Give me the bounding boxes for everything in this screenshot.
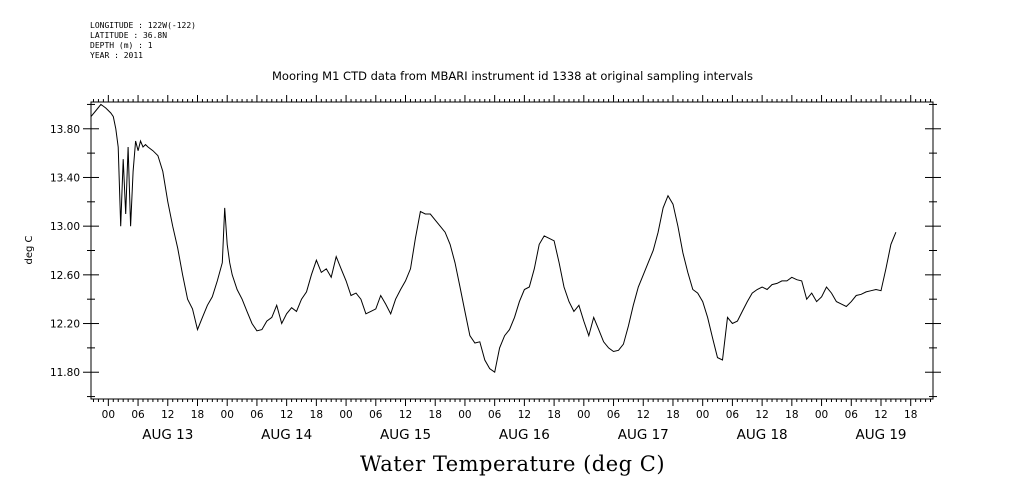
y-tick-label: 12.60	[50, 270, 80, 282]
x-tick-label: 06	[488, 409, 502, 421]
y-tick-label: 13.40	[50, 172, 80, 184]
x-tick-label: 12	[637, 409, 650, 421]
x-axis: 00 06 12 18 00 06 12 18 00 06 12 18 00 06 12 18 00 06 12 18…	[92, 95, 932, 443]
x-tick-label: 12	[755, 409, 768, 421]
x-tick-label: 06	[250, 409, 264, 421]
x-tick-label: 06	[131, 409, 145, 421]
y-tick-label: 12.20	[50, 319, 80, 331]
depth-text: DEPTH (m) : 1	[90, 41, 153, 50]
x-tick-label: 00	[339, 409, 352, 421]
x-tick-label: 18	[191, 409, 204, 421]
x-tick-label: 06	[845, 409, 859, 421]
x-tick-label: 00	[102, 409, 115, 421]
x-day-label: AUG 18	[737, 427, 788, 443]
y-axis-label: deg C	[24, 235, 35, 264]
x-day-label: AUG 15	[380, 427, 431, 443]
x-tick-label: 18	[666, 409, 679, 421]
x-tick-label: 00	[221, 409, 234, 421]
longitude-text: LONGITUDE : 122W(-122)	[90, 21, 196, 30]
x-tick-label: 18	[904, 409, 917, 421]
x-tick-label: 06	[607, 409, 621, 421]
x-tick-label: 06	[369, 409, 383, 421]
y-axis: 11.80 12.20 12.60 13.00 13.40 13.80	[50, 103, 941, 398]
x-tick-label: 06	[726, 409, 740, 421]
x-day-label: AUG 13	[142, 427, 193, 443]
x-tick-label: 18	[310, 409, 323, 421]
x-tick-label: 18	[785, 409, 798, 421]
x-tick-label: 12	[399, 409, 412, 421]
y-tick-label: 13.80	[50, 124, 80, 136]
y-tick-label: 11.80	[50, 367, 80, 379]
metadata-block: LONGITUDE : 122W(-122) LATITUDE : 36.8N …	[90, 21, 196, 61]
x-tick-label: 12	[280, 409, 293, 421]
x-tick-label: 12	[518, 409, 531, 421]
x-tick-label: 12	[161, 409, 174, 421]
year-text: YEAR : 2011	[90, 51, 143, 60]
x-tick-label: 00	[696, 409, 709, 421]
x-tick-label: 18	[547, 409, 560, 421]
x-tick-label: 00	[458, 409, 471, 421]
latitude-text: LATITUDE : 36.8N	[90, 31, 168, 40]
x-tick-label: 12	[874, 409, 887, 421]
x-axis-label: Water Temperature (deg C)	[359, 452, 666, 476]
x-tick-label: 00	[577, 409, 590, 421]
x-tick-label: 00	[815, 409, 828, 421]
plot-frame	[90, 101, 934, 400]
y-tick-label: 13.00	[50, 221, 80, 233]
x-day-label: AUG 16	[499, 427, 550, 443]
chart-title: Mooring M1 CTD data from MBARI instrumen…	[272, 69, 753, 83]
series-line-water-temperature	[90, 103, 897, 374]
x-tick-label: 18	[429, 409, 442, 421]
x-day-label: AUG 14	[261, 427, 312, 443]
x-day-label: AUG 17	[618, 427, 669, 443]
x-day-label: AUG 19	[855, 427, 906, 443]
